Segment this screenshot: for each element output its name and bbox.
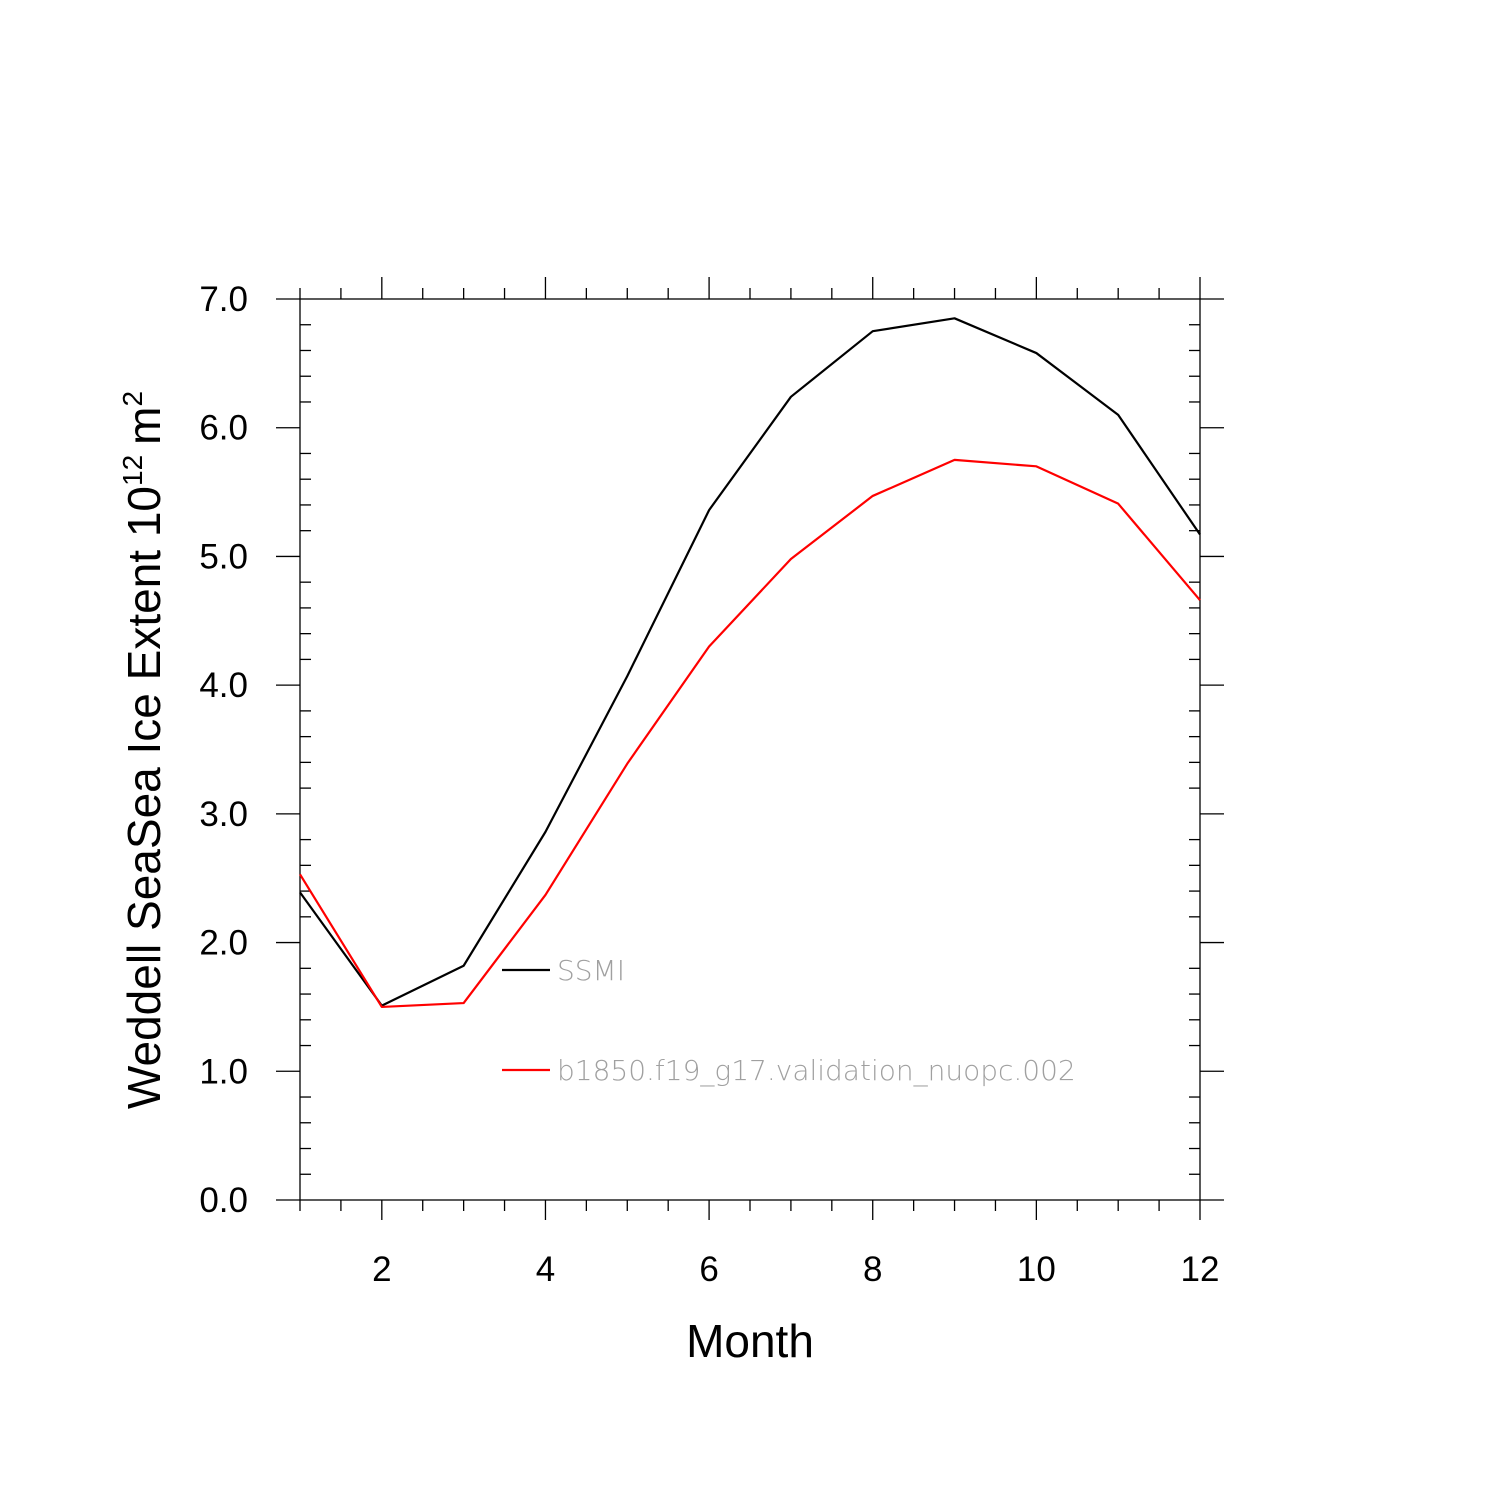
y-axis-title: Weddell SeaSea Ice Extent 1012 m2 — [117, 391, 170, 1109]
y-tick-label: 5.0 — [199, 537, 248, 576]
y-tick-label: 1.0 — [199, 1052, 248, 1091]
legend: SSMI b1850.f19_g17.validation_nuopc.002 — [502, 954, 1076, 1088]
y-tick-label: 6.0 — [199, 409, 248, 448]
legend-label: SSMI — [557, 954, 625, 987]
y-tick-labels: 0.0 1.0 2.0 3.0 4.0 5.0 6.0 7.0 — [199, 280, 248, 1220]
y-axis-title-unit: m — [118, 406, 170, 444]
legend-label: b1850.f19_g17.validation_nuopc.002 — [557, 1054, 1076, 1088]
x-tick-label: 12 — [1181, 1250, 1220, 1289]
y-tick-label: 3.0 — [199, 795, 248, 834]
y-tick-label: 7.0 — [199, 280, 248, 319]
x-tick-labels: 2 4 6 8 10 12 — [372, 1250, 1219, 1289]
y-tick-label: 0.0 — [199, 1181, 248, 1220]
series-line-model — [299, 458, 1201, 1009]
x-axis-title: Month — [686, 1315, 814, 1367]
x-tick-label: 10 — [1017, 1250, 1056, 1289]
series-line-ssmi — [299, 317, 1201, 1007]
y-axis-title-exponent: 12 — [117, 455, 148, 486]
x-tick-label: 8 — [863, 1250, 882, 1289]
y-tick-label: 2.0 — [199, 924, 248, 963]
y-axis-title-main: Weddell SeaSea Ice Extent 10 — [118, 486, 170, 1109]
x-tick-label: 2 — [372, 1250, 391, 1289]
axis-ticks — [276, 277, 1224, 1220]
x-tick-label: 4 — [536, 1250, 555, 1289]
x-tick-label: 6 — [699, 1250, 718, 1289]
series-lines — [299, 317, 1201, 1009]
y-tick-label: 4.0 — [199, 666, 248, 705]
y-axis-title-unit-exponent: 2 — [117, 391, 148, 407]
